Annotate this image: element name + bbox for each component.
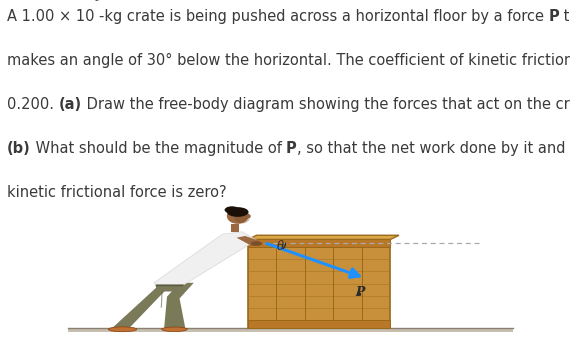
Polygon shape xyxy=(164,283,194,328)
Text: ²: ² xyxy=(95,0,99,7)
Ellipse shape xyxy=(227,209,249,224)
Polygon shape xyxy=(237,236,260,246)
Ellipse shape xyxy=(225,206,239,214)
Text: A 1.00 × 10: A 1.00 × 10 xyxy=(7,9,95,24)
Text: P: P xyxy=(355,286,364,299)
Bar xyxy=(231,224,239,232)
Text: kinetic frictional force is zero?: kinetic frictional force is zero? xyxy=(7,185,226,200)
Text: Draw the free-body diagram showing the forces that act on the crate.: Draw the free-body diagram showing the f… xyxy=(82,97,570,112)
Bar xyxy=(248,320,390,328)
Text: (a): (a) xyxy=(59,97,82,112)
Bar xyxy=(68,328,513,332)
Ellipse shape xyxy=(227,207,249,217)
Polygon shape xyxy=(156,285,184,291)
Text: What should be the magnitude of: What should be the magnitude of xyxy=(31,141,286,156)
Ellipse shape xyxy=(108,327,137,332)
Text: , so that the net work done by it and the: , so that the net work done by it and th… xyxy=(297,141,570,156)
Text: makes an angle of 30° below the horizontal. The coefficient of kinetic friction : makes an angle of 30° below the horizont… xyxy=(7,53,570,68)
Ellipse shape xyxy=(251,242,262,246)
Polygon shape xyxy=(154,232,256,285)
Text: P: P xyxy=(286,141,297,156)
Ellipse shape xyxy=(245,214,251,218)
Text: 0.200.: 0.200. xyxy=(7,97,59,112)
Ellipse shape xyxy=(162,327,187,332)
Polygon shape xyxy=(248,235,399,239)
Bar xyxy=(248,239,390,247)
Text: (b): (b) xyxy=(7,141,31,156)
Ellipse shape xyxy=(234,210,250,223)
Text: that: that xyxy=(559,9,570,24)
Polygon shape xyxy=(112,285,171,328)
Text: -kg crate is being pushed across a horizontal floor by a force: -kg crate is being pushed across a horiz… xyxy=(99,9,548,24)
Text: P: P xyxy=(548,9,559,24)
Text: θ: θ xyxy=(277,240,284,253)
Bar xyxy=(248,239,390,328)
